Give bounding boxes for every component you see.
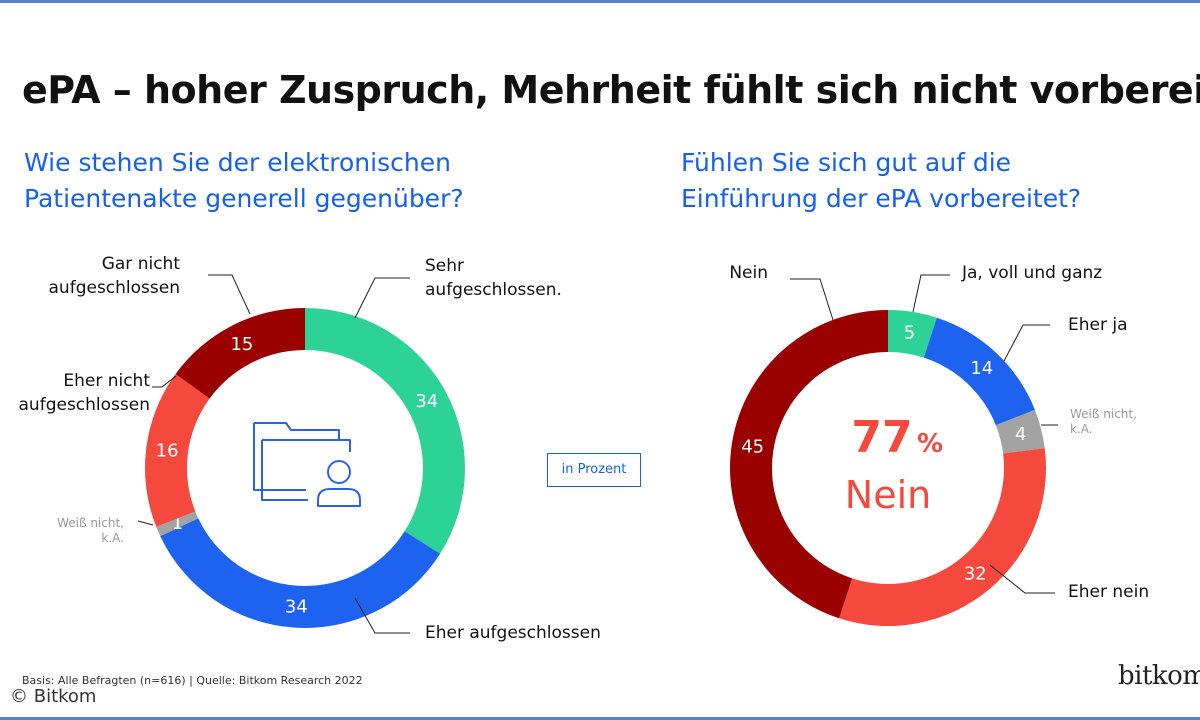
- footer-source: Basis: Alle Befragten (n=616) | Quelle: …: [22, 674, 363, 687]
- folder-person-icon-part-4: [261, 440, 308, 501]
- question-right-line-2: Einführung der ePA vorbereitet?: [681, 184, 1082, 213]
- right-center-label: Nein: [845, 473, 931, 517]
- right-value-ja-voll-und-ganz: 5: [904, 323, 915, 344]
- left-value-eher-aufgeschlossen: 34: [285, 597, 308, 618]
- left-label-gar-nicht-aufgeschlossen-line-1: Gar nicht: [102, 254, 181, 274]
- left-value-gar-nicht-aufgeschlossen: 15: [230, 334, 253, 355]
- left-leader-sehr-aufgeschlossen: [354, 277, 410, 319]
- left-leader-weiß-nicht-k-a: [137, 520, 154, 526]
- left-slice-eher-nicht-aufgeschlossen: [145, 373, 210, 527]
- right-value-eher-nein: 32: [964, 564, 987, 585]
- copyright: © Bitkom: [10, 686, 97, 707]
- folder-person-icon-part-5: [327, 460, 351, 484]
- left-label-eher-aufgeschlossen: Eher aufgeschlossen: [425, 623, 601, 643]
- left-label-eher-aufgeschlossen-line-1: Eher aufgeschlossen: [425, 623, 601, 643]
- right-label-weiß-nicht-k-a-line-1: Weiß nicht,: [1070, 407, 1137, 421]
- right-label-nein: Nein: [729, 263, 768, 283]
- right-value-weiß-nicht-k-a: 4: [1015, 424, 1026, 445]
- question-right-line-1: Fühlen Sie sich gut auf die: [681, 148, 1012, 177]
- right-label-eher-nein: Eher nein: [1068, 582, 1149, 602]
- left-leader-gar-nicht-aufgeschlossen: [208, 274, 251, 315]
- left-leader-eher-aufgeschlossen: [354, 597, 410, 634]
- question-left-line-2: Patientenakte generell gegenüber?: [24, 184, 464, 213]
- left-slice-eher-aufgeschlossen: [160, 518, 441, 628]
- left-label-sehr-aufgeschlossen-line-2: aufgeschlossen.: [425, 280, 562, 300]
- top-border: [0, 0, 1200, 3]
- bottom-border: [0, 717, 1200, 720]
- right-label-nein-line-1: Nein: [729, 263, 768, 283]
- left-label-eher-nicht-aufgeschlossen-line-2: aufgeschlossen: [19, 395, 150, 415]
- left-value-sehr-aufgeschlossen: 34: [415, 391, 438, 412]
- right-label-eher-ja-line-1: Eher ja: [1068, 315, 1128, 335]
- right-slice-eher-nein: [839, 448, 1046, 627]
- right-slice-ja-voll-und-ganz: [888, 310, 937, 358]
- question-left: Wie stehen Sie der elektronischen Patien…: [24, 145, 464, 217]
- bitkom-logo: bitkom: [1118, 661, 1200, 691]
- left-label-gar-nicht-aufgeschlossen-line-2: aufgeschlossen: [49, 278, 180, 298]
- right-center-value: 77: [851, 412, 912, 463]
- folder-person-icon-part-6: [317, 488, 361, 507]
- left-slice-gar-nicht-aufgeschlossen: [175, 308, 305, 399]
- left-value-weiß-nicht-k-a: 1: [172, 513, 183, 534]
- left-slice-sehr-aufgeschlossen: [305, 308, 465, 554]
- folder-person-icon-part-2: [254, 422, 340, 441]
- right-slice-nein: [730, 310, 888, 619]
- right-slice-weiß-nicht-k-a: [995, 409, 1045, 454]
- right-leader-nein: [790, 278, 834, 321]
- left-leader-eher-nicht-aufgeschlossen: [152, 375, 177, 388]
- left-value-eher-nicht-aufgeschlossen: 16: [156, 441, 179, 462]
- left-label-sehr-aufgeschlossen: Sehr aufgeschlossen.: [425, 256, 562, 300]
- folder-person-icon-part-3: [262, 439, 351, 452]
- page-title: ePA – hoher Zuspruch, Mehrheit fühlt sic…: [22, 68, 1200, 112]
- right-label-eher-ja: Eher ja: [1068, 315, 1128, 335]
- right-leader-eher-nein: [989, 564, 1055, 594]
- left-slice-weiß-nicht-k-a: [156, 511, 199, 537]
- left-label-eher-nicht-aufgeschlossen: Eher nicht aufgeschlossen: [19, 371, 151, 415]
- question-left-line-1: Wie stehen Sie der elektronischen: [24, 148, 451, 177]
- right-label-eher-nein-line-1: Eher nein: [1068, 582, 1149, 602]
- right-leader-ja-voll-und-ganz: [912, 274, 950, 313]
- left-label-weiß-nicht-k-a-line-1: Weiß nicht,: [57, 516, 124, 530]
- right-label-ja-voll-und-ganz-line-1: Ja, voll und ganz: [961, 263, 1102, 283]
- right-label-ja-voll-und-ganz: Ja, voll und ganz: [961, 263, 1102, 283]
- unit-label: in Prozent: [547, 453, 641, 487]
- left-label-weiß-nicht-k-a-line-2: k.A.: [101, 531, 124, 545]
- left-label-sehr-aufgeschlossen-line-1: Sehr: [425, 256, 464, 276]
- right-leader-eher-ja: [1003, 324, 1050, 362]
- left-label-gar-nicht-aufgeschlossen: Gar nicht aufgeschlossen: [49, 254, 181, 298]
- question-right: Fühlen Sie sich gut auf die Einführung d…: [681, 145, 1081, 217]
- folder-person-icon: [253, 422, 361, 507]
- left-label-eher-nicht-aufgeschlossen-line-1: Eher nicht: [63, 371, 150, 391]
- right-value-eher-ja: 14: [970, 358, 993, 379]
- right-center-unit: %: [917, 429, 943, 459]
- right-label-weiß-nicht-k-a-line-2: k.A.: [1070, 422, 1093, 436]
- right-value-nein: 45: [741, 437, 764, 458]
- right-label-weiß-nicht-k-a: Weiß nicht, k.A.: [1070, 407, 1137, 436]
- right-slice-eher-ja: [923, 317, 1035, 426]
- folder-person-icon-part-1: [253, 423, 306, 491]
- left-label-weiß-nicht-k-a: Weiß nicht, k.A.: [57, 516, 124, 545]
